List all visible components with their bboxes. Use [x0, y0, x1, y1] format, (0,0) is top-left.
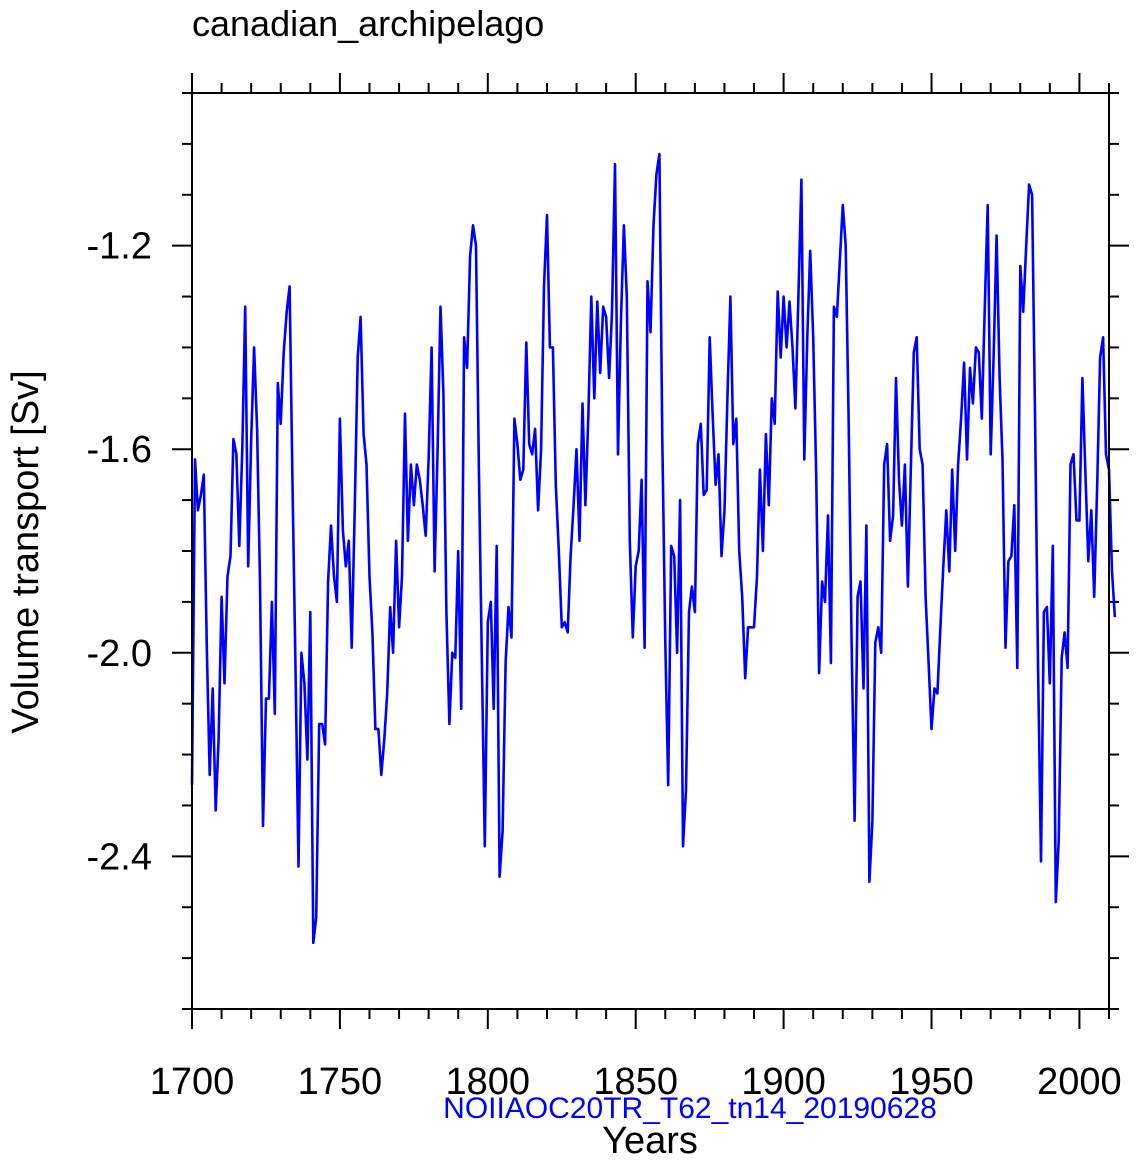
x-tick-label: 1750	[298, 1061, 383, 1103]
chart-subtitle: NOIIAOC20TR_T62_tn14_20190628	[443, 1092, 937, 1125]
x-tick-label: 1900	[741, 1061, 826, 1103]
series-line	[190, 152, 1117, 945]
x-tick-label: 1850	[593, 1061, 678, 1103]
x-tick-label: 1800	[446, 1061, 531, 1103]
chart-title: canadian_archipelago	[192, 3, 544, 44]
y-tick-label: -2.0	[87, 633, 152, 675]
y-tick-label: -1.6	[87, 429, 152, 471]
plot-frame	[191, 92, 1110, 1010]
y-tick-labels: -2.4 -2.0 -1.6 -1.2	[87, 226, 152, 879]
axis-ticks	[172, 73, 1129, 1029]
x-tick-label: 1700	[150, 1061, 235, 1103]
x-tick-label: 2000	[1037, 1061, 1122, 1103]
y-tick-label: -1.2	[87, 226, 152, 268]
y-tick-label: -2.4	[87, 836, 152, 878]
x-axis-label: Years	[602, 1120, 698, 1161]
x-tick-label: 1950	[889, 1061, 974, 1103]
y-axis-label: Volume transport [Sv]	[5, 370, 47, 733]
x-tick-labels: 1700 1750 1800 1850 1900 1950 2000	[150, 1061, 1122, 1103]
